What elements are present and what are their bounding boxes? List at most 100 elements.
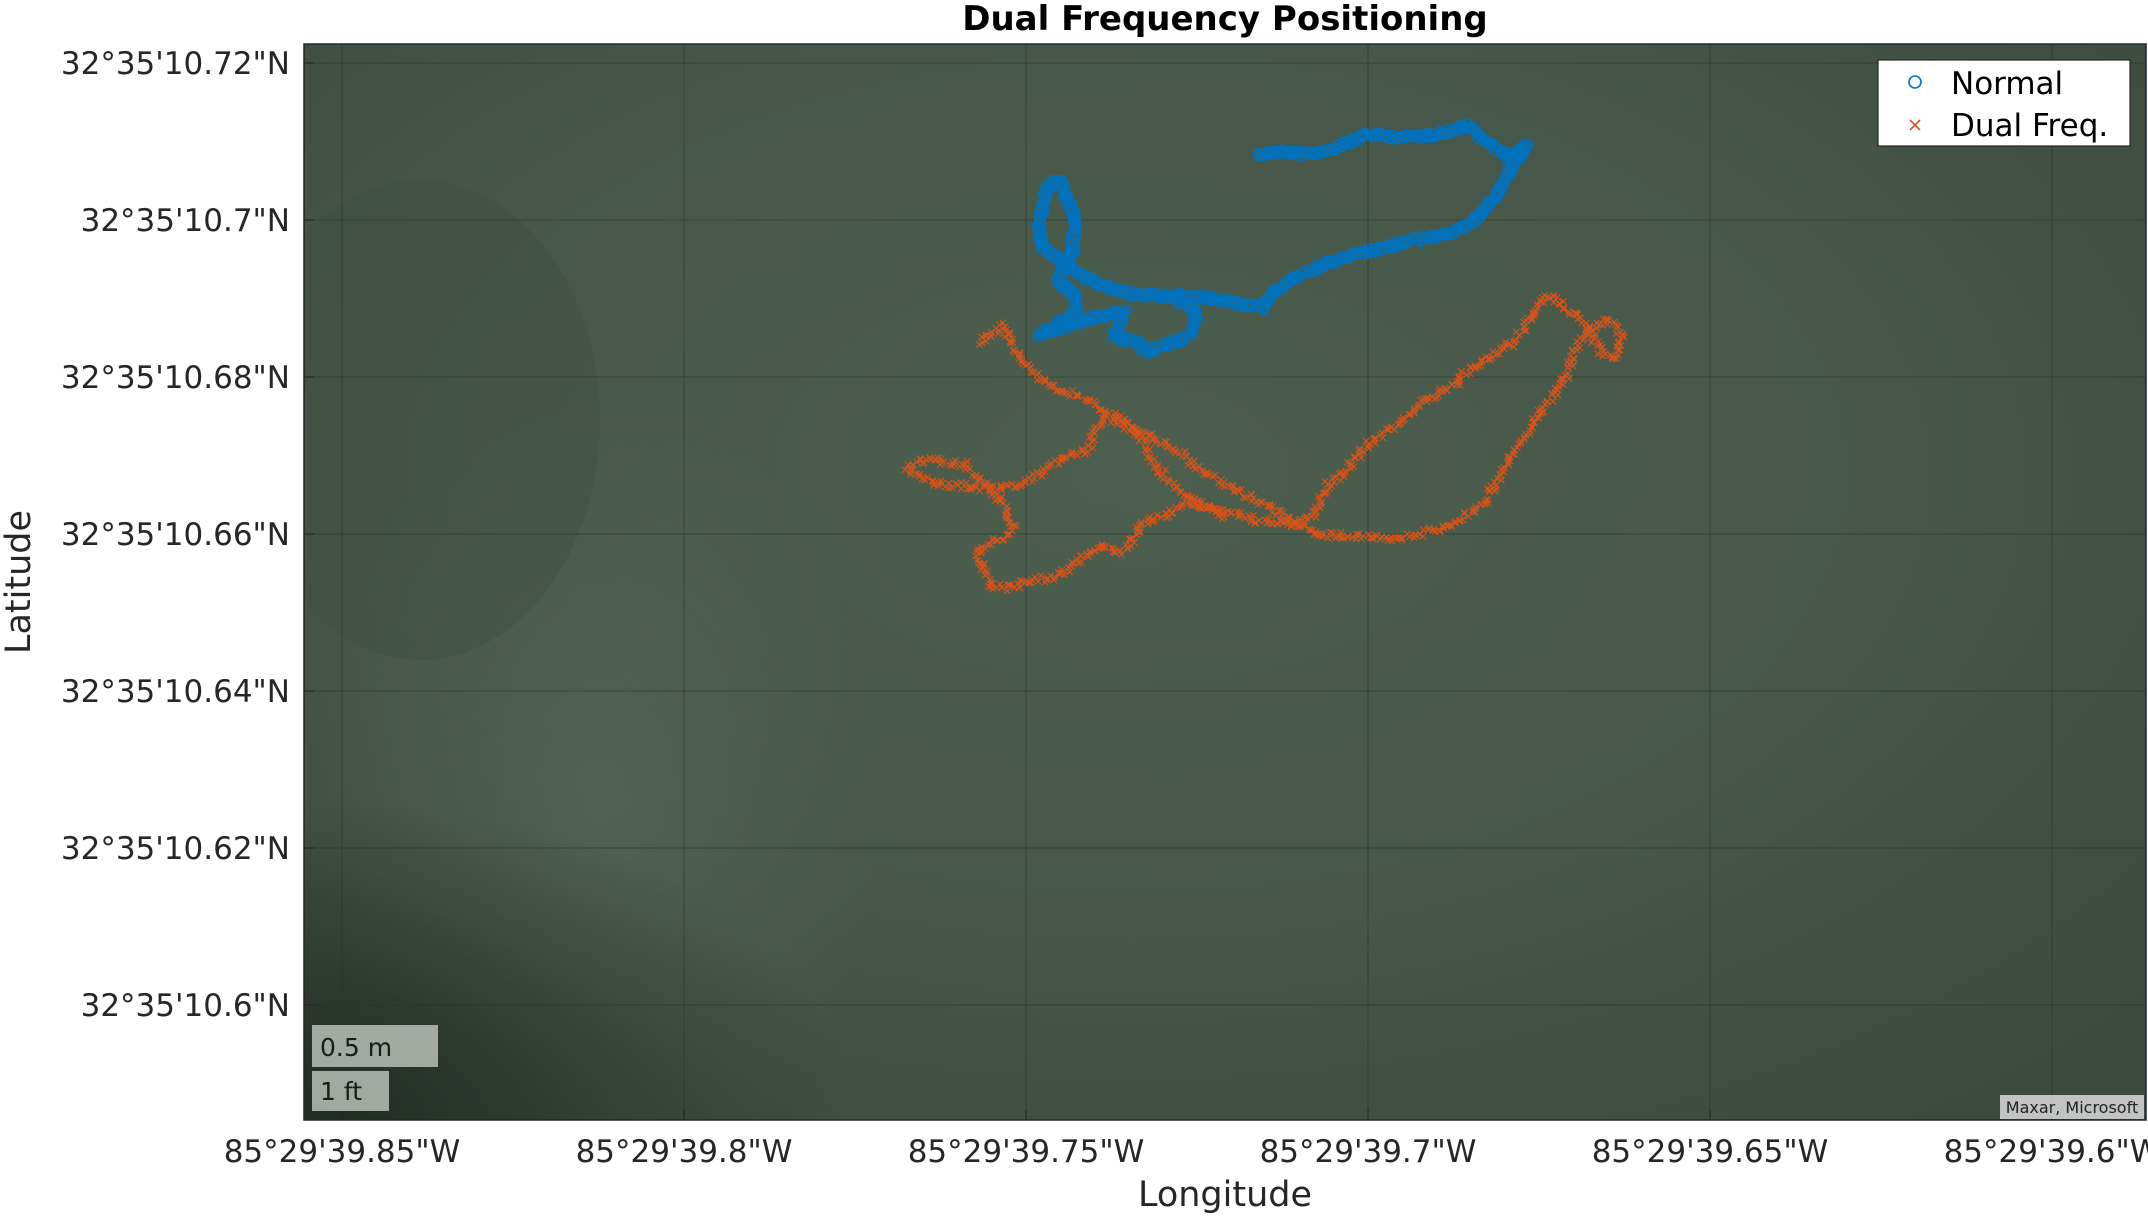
dual-freq-point (1095, 406, 1103, 414)
dual-freq-point (1285, 513, 1294, 521)
dual-freq-point (1072, 555, 1081, 563)
dual-freq-point (1601, 350, 1609, 358)
x-tick-label: 85°29'39.85"W (224, 1134, 461, 1170)
dual-freq-point (1549, 292, 1558, 300)
normal-point (1173, 298, 1185, 310)
dual-freq-point (1272, 511, 1280, 519)
x-axis-ticks: 85°29'39.85"W 85°29'39.8"W 85°29'39.75"W 85… (224, 1110, 2148, 1170)
dual-freq-point (1329, 474, 1337, 482)
dual-freq-point (1117, 550, 1125, 559)
dual-freq-point (1144, 519, 1152, 528)
y-tick-label: 32°35'10.68"N (61, 360, 290, 396)
dual-freq-point (1445, 521, 1453, 529)
normal-point (1361, 129, 1373, 141)
legend[interactable]: Normal Dual Freq. (1877, 59, 2131, 147)
dual-freq-point (1618, 332, 1626, 340)
dual-freq-point (1005, 330, 1013, 338)
dual-freq-point (1611, 320, 1620, 328)
dual-freq-point (1443, 387, 1451, 395)
dual-freq-point (1079, 447, 1087, 455)
x-axis-label: Longitude (1138, 1175, 1312, 1215)
dual-freq-point (1488, 354, 1496, 362)
dual-freq-point (1401, 415, 1409, 423)
dual-freq-point (1058, 566, 1066, 574)
dual-freq-point (1018, 481, 1026, 489)
dual-freq-point (1120, 425, 1128, 433)
dual-freq-point (1208, 506, 1216, 514)
dual-freq-point (1010, 522, 1018, 530)
dual-freq-point (1228, 481, 1236, 490)
dual-freq-point (978, 563, 986, 571)
dual-freq-point (937, 455, 945, 463)
normal-point (1500, 167, 1512, 179)
dual-freq-point (929, 476, 937, 485)
normal-point (1262, 148, 1275, 160)
dual-freq-point (1133, 425, 1141, 433)
grid-lines (304, 44, 2146, 1120)
normal-point (1304, 264, 1316, 276)
dual-freq-point (1167, 509, 1175, 517)
dual-freq-point (963, 485, 971, 493)
dual-freq-point (1214, 512, 1222, 520)
dual-freq-point (1034, 577, 1042, 585)
legend-label-dual-freq: Dual Freq. (1951, 108, 2108, 144)
scale-bar-imperial-label: 1 ft (320, 1077, 362, 1106)
normal-point (1495, 179, 1507, 191)
dual-freq-point (987, 331, 995, 340)
dual-freq-point (1137, 521, 1145, 529)
normal-point (1033, 235, 1046, 247)
dual-freq-point (1057, 454, 1065, 462)
dual-freq-point (1012, 483, 1020, 491)
dual-freq-point (1569, 354, 1578, 362)
dual-freq-point (1616, 328, 1624, 336)
dual-freq-point (1365, 531, 1373, 539)
y-tick-label: 32°35'10.64"N (61, 674, 290, 710)
map-attribution: Maxar, Microsoft (2000, 1095, 2144, 1119)
dual-freq-point (998, 493, 1006, 501)
dual-freq-point (1091, 401, 1099, 409)
dual-freq-point (999, 499, 1007, 507)
dual-freq-point (1218, 515, 1226, 523)
dual-freq-point (1227, 508, 1235, 516)
dual-freq-point (1434, 392, 1442, 400)
dual-freq-point (1417, 396, 1425, 404)
dual-freq-point (1124, 544, 1132, 552)
dual-freq-point (1031, 573, 1039, 581)
dual-freq-point (1598, 343, 1606, 352)
dual-freq-point (1267, 519, 1275, 527)
dual-freq-point (1331, 473, 1339, 481)
dual-freq-point (1528, 423, 1536, 431)
dual-freq-point (1005, 518, 1013, 526)
dual-freq-point (1090, 436, 1098, 444)
dual-freq-point (1075, 392, 1083, 400)
dual-freq-point (966, 464, 974, 473)
normal-point (1069, 207, 1081, 219)
dual-freq-point (1475, 362, 1483, 370)
dual-freq-point (1084, 442, 1092, 450)
dual-freq-point (1255, 516, 1263, 525)
dual-freq-point (1089, 444, 1097, 452)
dual-freq-point (1383, 426, 1392, 434)
dual-freq-point (1275, 506, 1283, 515)
scale-bar-metric (312, 1025, 438, 1067)
dual-freq-point (1150, 518, 1158, 526)
dual-freq-point (1077, 552, 1085, 560)
dual-freq-point (1050, 381, 1058, 389)
dual-freq-point (1422, 394, 1430, 402)
dual-freq-point (1587, 339, 1596, 347)
dual-freq-point (1247, 490, 1255, 498)
dual-freq-point (1387, 424, 1395, 432)
normal-point (1070, 316, 1082, 328)
dual-freq-point (1098, 541, 1106, 549)
normal-point (1047, 323, 1060, 335)
dual-freq-point (1292, 518, 1300, 526)
dual-freq-point (1483, 485, 1491, 493)
dual-freq-point (1004, 481, 1012, 490)
dual-freq-point (1279, 519, 1287, 527)
dual-freq-point (1324, 480, 1332, 488)
dual-freq-point (1593, 324, 1601, 332)
dual-freq-point (1499, 468, 1507, 476)
dual-freq-point (1162, 466, 1170, 474)
normal-point (1359, 248, 1371, 260)
dual-freq-point (1146, 431, 1154, 439)
